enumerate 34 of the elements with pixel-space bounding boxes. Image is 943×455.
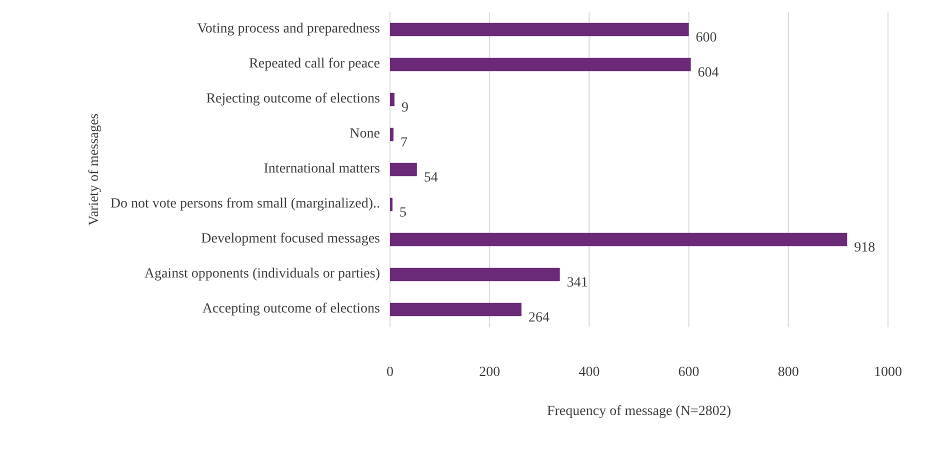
bar (390, 128, 394, 142)
data-label: 918 (854, 240, 876, 256)
x-tick-label: 0 (386, 365, 394, 380)
x-tick-label: 1000 (874, 365, 902, 380)
y-tick-label: None (350, 126, 380, 142)
x-tick-label: 400 (578, 365, 600, 380)
data-label: 5 (399, 206, 406, 221)
data-label: 604 (698, 66, 719, 81)
data-label: 341 (566, 276, 588, 291)
data-label: 54 (424, 170, 438, 186)
data-label: 7 (400, 136, 408, 151)
y-axis-title: Variety of messages (87, 114, 102, 226)
y-tick-label: Rejecting outcome of elections (206, 92, 380, 107)
x-tick-label: 600 (678, 365, 700, 380)
data-label: 264 (528, 310, 550, 326)
bar (390, 92, 394, 106)
bar (390, 268, 560, 282)
y-tick-label: International matters (264, 162, 380, 177)
y-tick-label: Repeated call for peace (249, 56, 380, 72)
data-label: 600 (696, 30, 717, 46)
y-tick-label: Do not vote persons from small (marginalized).. (110, 196, 380, 212)
x-axis-title: Frequency of message (N=2802) (546, 404, 732, 419)
y-tick-label: Development focused messages (201, 232, 380, 247)
data-label: 9 (401, 100, 408, 116)
bar (390, 232, 848, 246)
y-tick-label: Voting process and preparedness (197, 22, 380, 37)
y-tick-label: Accepting outcome of elections (202, 302, 380, 317)
bar (390, 302, 522, 316)
bar (390, 22, 689, 36)
x-tick-label: 800 (778, 365, 799, 380)
bar (390, 162, 417, 176)
bar (390, 58, 691, 72)
y-tick-label: Against opponents (individuals or parties) (144, 266, 380, 282)
x-tick-label: 200 (479, 365, 500, 380)
